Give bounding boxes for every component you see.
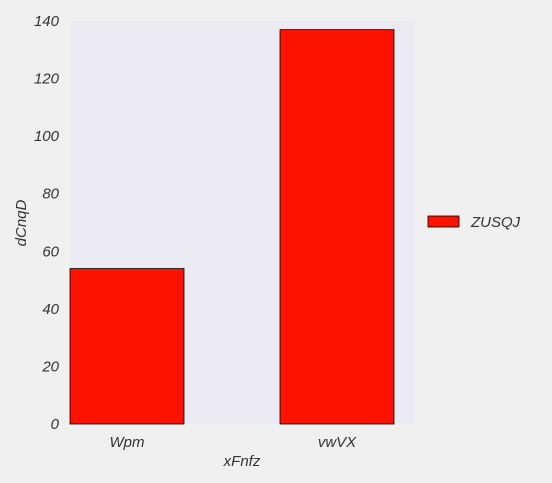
- bar-wpm: [69, 268, 185, 425]
- y-tick-label: 60: [42, 243, 59, 260]
- y-axis-ticks: 0 20 40 60 80 100 120 140: [34, 13, 60, 433]
- x-tick-label: Wpm: [110, 434, 145, 451]
- y-tick-label: 20: [41, 358, 59, 375]
- bars: [69, 29, 395, 425]
- legend-label: ZUSQJ: [470, 214, 521, 231]
- y-tick-label: 40: [42, 301, 59, 318]
- y-tick-label: 120: [34, 71, 60, 88]
- y-tick-label: 100: [34, 128, 60, 145]
- bar-vwvx: [279, 29, 395, 425]
- y-tick-label: 0: [51, 416, 60, 433]
- x-tick-label: vwVX: [318, 434, 357, 451]
- legend: ZUSQJ: [427, 214, 521, 231]
- legend-swatch: [427, 215, 460, 228]
- x-axis-label: xFnfz: [223, 453, 261, 470]
- y-axis-label: dCnqD: [13, 199, 30, 246]
- y-tick-label: 140: [34, 13, 60, 30]
- x-axis-ticks: Wpm vwVX: [110, 434, 358, 451]
- y-tick-label: 80: [42, 186, 59, 203]
